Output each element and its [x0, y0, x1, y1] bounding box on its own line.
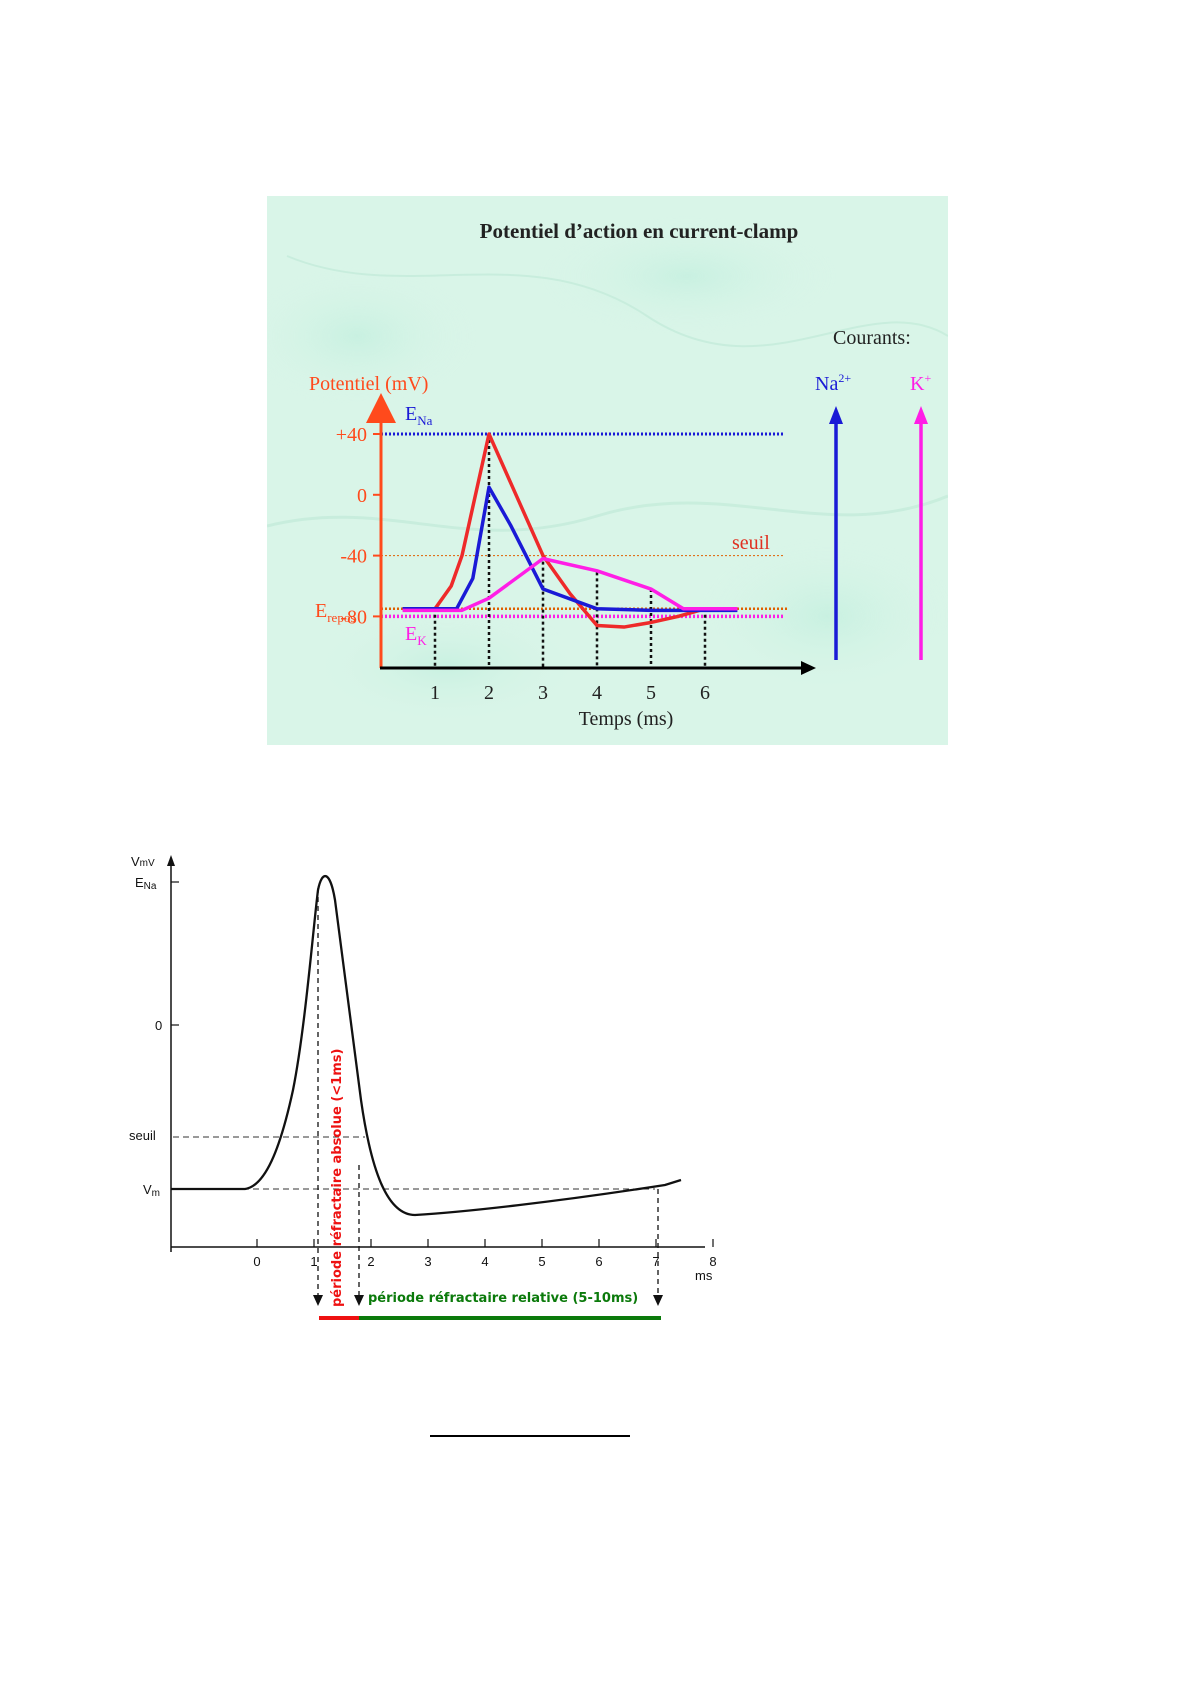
na-label-main: Na: [815, 373, 838, 395]
y-tick-label: +40: [336, 424, 367, 446]
ena-label: ENa: [405, 403, 433, 428]
na-current-label: Na2+: [815, 371, 851, 395]
relative-end-arrowhead: [653, 1295, 663, 1306]
na-label-sup: 2+: [838, 371, 851, 385]
x-tick-labels: 1 2 3 4 5 6: [430, 682, 710, 704]
series-membrane-line: [402, 432, 738, 629]
time-guides: [433, 434, 707, 668]
k-label-main: K: [910, 373, 925, 395]
x-tick-label: 7: [652, 1254, 659, 1269]
x-tick-label: 2: [367, 1254, 374, 1269]
x-tick-label: 2: [484, 682, 494, 704]
ek-label: EK: [405, 623, 427, 648]
k-current-label: K+: [910, 371, 931, 395]
x-tick-label: 3: [538, 682, 548, 704]
x-axis-label: ms: [695, 1268, 713, 1283]
absolute-start-arrowhead: [313, 1295, 323, 1306]
x-tick-label: 6: [595, 1254, 602, 1269]
vm-sub: m: [152, 1188, 160, 1199]
x-tick-label: 6: [700, 682, 710, 704]
k-label-sup: +: [924, 371, 931, 385]
relative-refractory-label: période réfractaire relative (5-10ms): [368, 1291, 638, 1306]
absolute-refractory-label: période réfractaire absolue (<1ms): [330, 1049, 345, 1307]
x-tick-labels: 0 1 2 3 4 5 6 7 8: [253, 1239, 717, 1269]
x-tick-label: 0: [253, 1254, 260, 1269]
x-axis-label: Temps (ms): [579, 708, 674, 730]
y-axis-arrowhead: [167, 855, 175, 866]
ena-level-label: ENa: [135, 875, 157, 892]
x-tick-label: 3: [424, 1254, 431, 1269]
x-tick-label: 4: [481, 1254, 488, 1269]
y-tick-label: -80: [340, 606, 367, 628]
current-clamp-chart: Potentiel d’action en current-clamp Cour…: [267, 196, 948, 745]
ena2-sub: Na: [144, 881, 157, 892]
x-tick-label: 8: [709, 1254, 716, 1269]
y-axis-label: Potentiel (mV): [309, 373, 428, 395]
background-texture: [267, 216, 948, 726]
y-axis-label: VmV: [131, 854, 155, 869]
x-tick-label: 5: [646, 682, 656, 704]
ek-label-main: E: [405, 623, 417, 645]
ek-label-sub: K: [417, 633, 427, 648]
series-group: [402, 432, 738, 629]
zero-level-label: 0: [155, 1018, 162, 1033]
y-tick-labels: +40 0 -40 -80: [336, 424, 381, 628]
x-tick-label: 1: [430, 682, 440, 704]
y-label-mv: mV: [140, 858, 155, 869]
series-na2-line: [402, 485, 738, 613]
action-potential-curve: [171, 875, 682, 1217]
chart-title: Potentiel d’action en current-clamp: [480, 219, 799, 243]
erepos-label-sub: repos: [327, 610, 355, 625]
separator-line: [430, 1435, 630, 1437]
ena-label-sub: Na: [417, 413, 432, 428]
y-tick-label: 0: [357, 485, 367, 507]
seuil-level-label: seuil: [129, 1128, 156, 1143]
k-current-arrowhead: [914, 406, 928, 424]
relative-start-arrowhead: [354, 1295, 364, 1306]
ena2-main: E: [135, 875, 144, 890]
seuil-label: seuil: [732, 532, 770, 554]
erepos-label: Erepos: [315, 600, 355, 625]
x-tick-label: 5: [538, 1254, 545, 1269]
series-k-line: [402, 556, 738, 613]
y-label-v: V: [131, 854, 140, 869]
na-current-arrowhead: [829, 406, 843, 424]
x-axis-arrowhead: [801, 661, 816, 675]
y-tick-label: -40: [340, 546, 367, 568]
vm-level-label: Vm: [143, 1182, 160, 1199]
erepos-label-main: E: [315, 600, 327, 622]
ena-label-main: E: [405, 403, 417, 425]
courants-label: Courants:: [833, 327, 911, 349]
vm-main: V: [143, 1182, 152, 1197]
x-tick-label: 4: [592, 682, 602, 704]
x-tick-label: 1: [310, 1254, 317, 1269]
